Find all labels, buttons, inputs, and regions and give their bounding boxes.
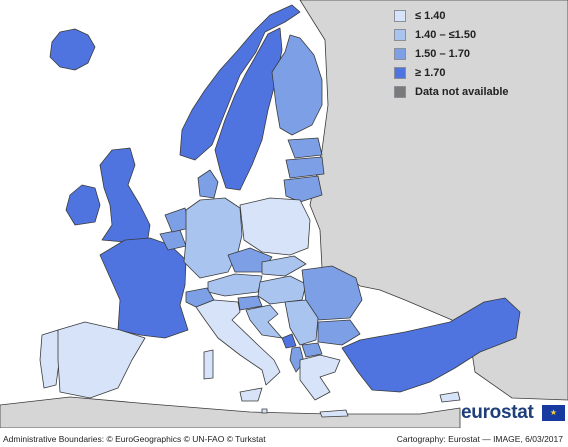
legend-label: Data not available (415, 85, 509, 98)
legend-label: ≤ 1.40 (415, 9, 446, 22)
region-iceland (49, 28, 96, 71)
region-poland (239, 197, 311, 256)
region-lithuania (283, 175, 323, 203)
region-denmark (197, 169, 219, 199)
region-united-kingdom (99, 147, 151, 243)
region-estonia (287, 137, 323, 159)
region-slovenia (237, 295, 263, 311)
region-bulgaria (317, 319, 361, 346)
region-italy (195, 299, 281, 386)
legend-item: Data not available (394, 82, 562, 101)
region-greece (299, 354, 341, 401)
region-malta (261, 408, 268, 414)
legend-swatch (394, 9, 406, 22)
region-latvia (285, 156, 325, 179)
footer-credits: Administrative Boundaries: © EuroGeograp… (3, 434, 266, 444)
eu-stars: ★ (549, 408, 558, 417)
region-spain (57, 321, 146, 399)
region-croatia (245, 304, 283, 339)
region-cyprus (439, 391, 461, 403)
legend-label: 1.40 – ≤1.50 (415, 28, 477, 41)
region-crete (319, 409, 349, 418)
region-finland (271, 34, 323, 136)
logo-text: eurostat (461, 402, 534, 423)
legend: ≤ 1.40 1.40 – ≤1.50 1.50 – 1.70 ≥ 1.70 D… (394, 6, 562, 101)
legend-swatch (394, 85, 406, 98)
footer-cartography: Cartography: Eurostat — IMAGE, 6/03/2017 (396, 434, 563, 444)
region-slovakia (261, 255, 307, 277)
legend-label: 1.50 – 1.70 (415, 47, 471, 60)
legend-item: 1.50 – 1.70 (394, 44, 562, 63)
eu-flag-icon: ★ (542, 405, 565, 421)
legend-item: 1.40 – ≤1.50 (394, 25, 562, 44)
legend-label: ≥ 1.70 (415, 66, 446, 79)
region-sicily (239, 387, 263, 402)
europe-map (0, 0, 568, 428)
region-serbia (284, 299, 319, 346)
legend-swatch (394, 66, 406, 79)
north-africa (0, 396, 461, 428)
region-turkey (341, 297, 521, 393)
region-ireland (65, 184, 101, 226)
region-sardinia (203, 349, 214, 380)
eurostat-logo: eurostat ★ (461, 401, 565, 425)
legend-swatch (394, 47, 406, 60)
region-north-macedonia (301, 342, 323, 358)
region-montenegro (281, 333, 297, 349)
footer: Administrative Boundaries: © EuroGeograp… (0, 428, 568, 447)
legend-swatch (394, 28, 406, 41)
region-norway (179, 4, 301, 161)
region-portugal (39, 329, 61, 389)
legend-item: ≥ 1.70 (394, 63, 562, 82)
legend-item: ≤ 1.40 (394, 6, 562, 25)
